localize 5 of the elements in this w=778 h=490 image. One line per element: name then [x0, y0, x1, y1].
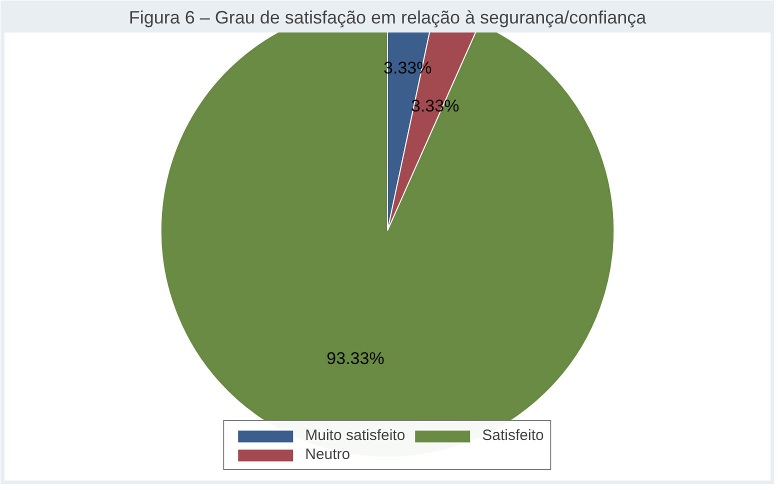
data-label: 93.33% [326, 348, 384, 368]
legend-label: Satisfeito [482, 427, 544, 444]
legend-label: Neutro [305, 446, 350, 463]
legend-label: Muito satisfeito [305, 427, 406, 444]
chart-title: Figura 6 – Grau de satisfação em relação à segurança/confiança [128, 8, 648, 28]
